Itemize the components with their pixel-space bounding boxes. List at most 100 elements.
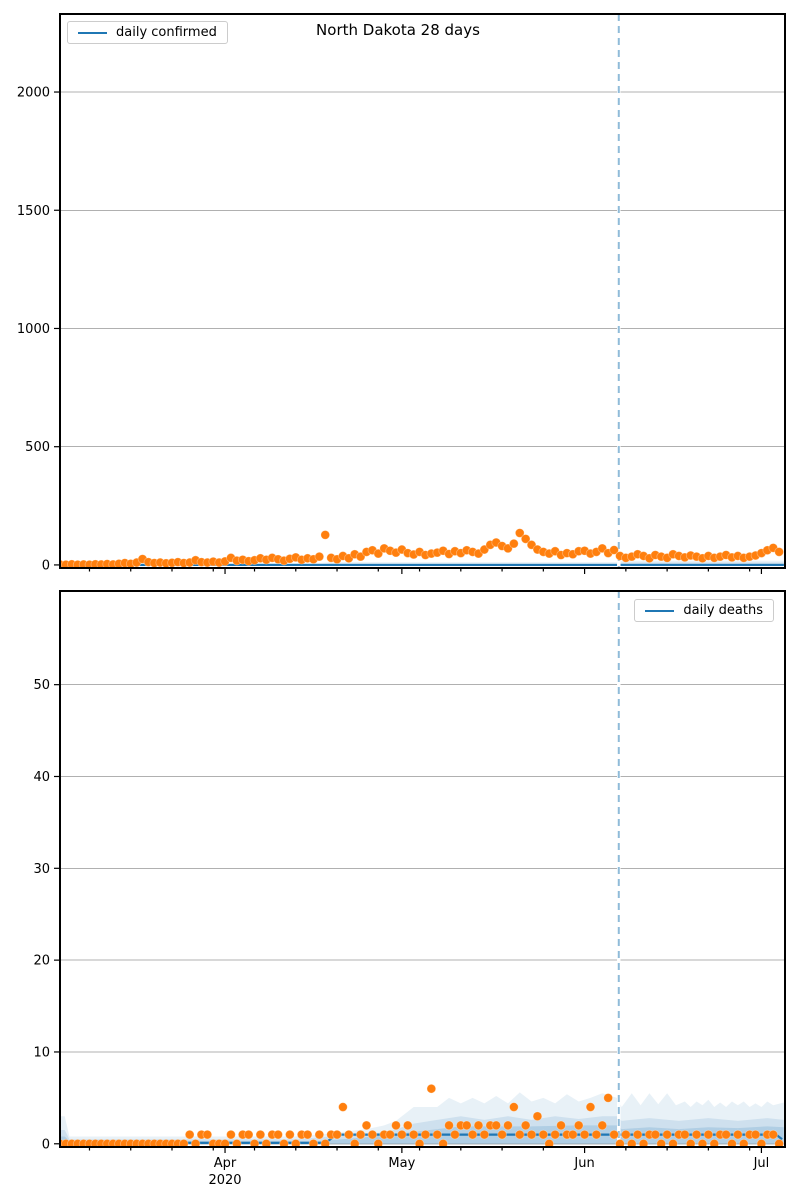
data-point xyxy=(520,1120,531,1131)
gridlines xyxy=(60,684,785,1145)
data-point xyxy=(220,1138,230,1147)
data-point xyxy=(438,1138,448,1147)
data-point xyxy=(308,1138,319,1147)
svg-text:Apr: Apr xyxy=(214,1156,237,1171)
data-point xyxy=(320,530,331,540)
data-point xyxy=(314,1129,325,1140)
legend-label-deaths: daily deaths xyxy=(683,603,763,618)
axis-ticks xyxy=(54,91,763,574)
data-point xyxy=(349,1138,360,1147)
data-point xyxy=(473,1120,484,1131)
data-point xyxy=(414,1138,425,1147)
data-point xyxy=(355,551,366,562)
data-point xyxy=(226,1129,236,1140)
data-point xyxy=(503,543,513,554)
axes-spines xyxy=(59,590,786,1148)
data-point xyxy=(603,1093,613,1103)
data-point xyxy=(273,1129,283,1140)
data-point xyxy=(756,1138,767,1147)
data-point xyxy=(344,1129,354,1140)
svg-text:20: 20 xyxy=(33,954,50,969)
confirmed-subplot: 0 500 1000 1500 2000 xyxy=(17,13,786,574)
data-point xyxy=(461,1120,472,1131)
svg-text:30: 30 xyxy=(33,862,50,877)
data-point xyxy=(774,547,784,557)
data-point xyxy=(285,1129,295,1140)
svg-text:0: 0 xyxy=(42,558,50,573)
data-point xyxy=(302,1129,313,1140)
svg-text:10: 10 xyxy=(33,1045,50,1060)
data-point xyxy=(691,1129,702,1140)
data-point xyxy=(585,1102,596,1112)
legend-daily-confirmed: daily confirmed xyxy=(67,21,228,44)
data-point xyxy=(261,1138,272,1147)
data-point xyxy=(550,1129,560,1140)
svg-text:1000: 1000 xyxy=(17,322,50,337)
data-point xyxy=(650,1129,661,1140)
data-point xyxy=(255,1129,266,1140)
svg-text:40: 40 xyxy=(33,770,50,785)
svg-text:2020: 2020 xyxy=(208,1173,241,1188)
data-point xyxy=(450,1129,460,1140)
data-point xyxy=(479,1129,490,1140)
data-point xyxy=(656,1138,667,1147)
data-point xyxy=(544,1138,555,1147)
data-point xyxy=(373,548,384,559)
data-point xyxy=(467,1129,478,1140)
svg-text:May: May xyxy=(388,1156,415,1171)
data-point xyxy=(314,551,325,562)
data-point xyxy=(520,534,531,544)
data-point xyxy=(432,1129,443,1140)
deaths-subplot: Apr 2020 May Jun Jul 0 10 20 30 40 50 xyxy=(33,590,786,1188)
data-point xyxy=(232,1138,242,1147)
data-point xyxy=(355,1129,366,1140)
data-point xyxy=(597,1120,608,1131)
data-point xyxy=(361,1120,372,1131)
data-point xyxy=(526,1129,537,1140)
data-point xyxy=(243,1129,254,1140)
svg-text:Jun: Jun xyxy=(573,1156,594,1171)
axes-spines xyxy=(59,13,786,569)
legend-label-confirmed: daily confirmed xyxy=(116,25,217,40)
data-point xyxy=(727,1138,737,1147)
data-point xyxy=(444,1120,454,1131)
data-point xyxy=(426,1083,437,1094)
data-point xyxy=(397,1129,407,1140)
data-point xyxy=(202,1129,213,1140)
data-point xyxy=(373,1138,384,1147)
data-point xyxy=(556,1120,566,1131)
data-point xyxy=(509,1102,519,1112)
scatter-series xyxy=(60,528,784,568)
data-point xyxy=(668,1138,678,1147)
data-point xyxy=(709,1138,720,1147)
data-point xyxy=(733,1129,743,1140)
data-point xyxy=(609,545,619,555)
svg-text:0: 0 xyxy=(42,1137,50,1152)
axis-ticks xyxy=(54,684,763,1153)
data-point xyxy=(190,1138,201,1147)
svg-text:Jul: Jul xyxy=(753,1156,770,1171)
svg-text:500: 500 xyxy=(25,440,50,455)
data-point xyxy=(420,1129,431,1140)
data-point xyxy=(538,1129,549,1140)
data-point xyxy=(774,1138,784,1147)
data-point xyxy=(497,1129,507,1140)
data-point xyxy=(679,1129,690,1140)
data-point xyxy=(320,1138,331,1147)
scatter-series xyxy=(60,1083,784,1147)
data-point xyxy=(385,1129,395,1140)
data-point xyxy=(408,1129,419,1140)
data-point xyxy=(290,1138,301,1147)
data-point xyxy=(685,1138,696,1147)
data-point xyxy=(503,1120,513,1131)
data-point xyxy=(479,544,490,555)
figure-title: North Dakota 28 days xyxy=(316,21,480,39)
data-point xyxy=(249,1138,260,1147)
data-point xyxy=(568,1129,578,1140)
axis-tick-labels: 0 500 1000 1500 2000 xyxy=(17,86,50,574)
data-point xyxy=(597,543,608,554)
gridlines xyxy=(60,91,785,566)
band-outer xyxy=(60,1092,784,1144)
svg-text:2000: 2000 xyxy=(17,86,50,101)
